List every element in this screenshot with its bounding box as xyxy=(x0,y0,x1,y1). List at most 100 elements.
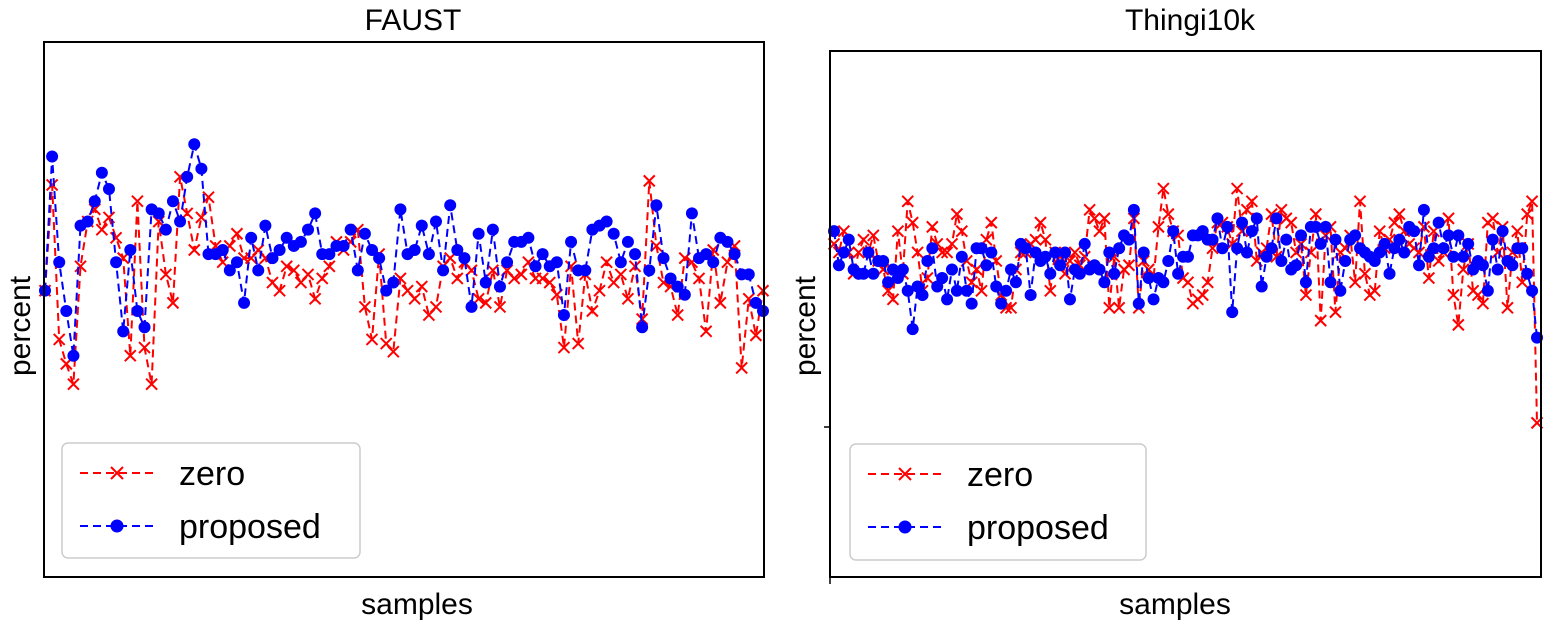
series-proposed xyxy=(828,203,1543,344)
data-point-proposed xyxy=(1383,267,1396,280)
data-point-zero xyxy=(735,361,748,375)
data-point-proposed xyxy=(1122,233,1135,246)
data-point-proposed xyxy=(1240,246,1253,259)
data-point-proposed xyxy=(1275,254,1288,267)
series-line-proposed xyxy=(44,144,764,356)
data-point-proposed xyxy=(700,248,713,261)
data-point-proposed xyxy=(1516,242,1529,255)
data-point-zero xyxy=(287,264,301,277)
data-point-zero xyxy=(628,260,642,273)
data-point-zero xyxy=(45,178,59,192)
data-point-proposed xyxy=(1137,246,1150,259)
data-point-proposed xyxy=(472,227,485,240)
data-point-zero xyxy=(1358,267,1372,280)
data-point-proposed xyxy=(465,300,478,313)
data-point-proposed xyxy=(742,268,755,281)
data-point-zero xyxy=(699,325,713,338)
data-point-proposed xyxy=(216,244,229,257)
data-point-zero xyxy=(1442,212,1455,225)
data-point-zero xyxy=(1388,216,1401,229)
data-point-zero xyxy=(1034,216,1047,229)
data-point-proposed xyxy=(1073,267,1086,280)
data-point-proposed xyxy=(415,219,428,232)
data-point-proposed xyxy=(921,254,934,267)
data-point-zero xyxy=(891,224,905,238)
data-point-proposed xyxy=(607,227,620,240)
data-point-proposed xyxy=(394,203,407,216)
data-point-zero xyxy=(1122,259,1136,272)
data-point-proposed xyxy=(550,256,563,269)
legend-label-zero: zero xyxy=(967,456,1033,494)
data-point-proposed xyxy=(1417,203,1430,216)
data-point-zero xyxy=(1098,212,1111,225)
data-point-proposed xyxy=(81,215,94,228)
data-point-proposed xyxy=(1236,216,1249,229)
data-point-zero xyxy=(749,329,763,342)
data-point-proposed xyxy=(1063,293,1076,306)
data-point-zero xyxy=(1240,203,1254,217)
data-point-zero xyxy=(1422,271,1436,285)
data-point-zero xyxy=(985,216,998,229)
legend-box xyxy=(61,442,361,559)
data-point-zero xyxy=(1486,212,1499,225)
data-point-proposed xyxy=(1452,229,1465,242)
data-point-proposed xyxy=(650,199,663,212)
data-point-proposed xyxy=(373,252,386,265)
data-point-proposed xyxy=(721,235,734,248)
data-point-proposed xyxy=(344,223,357,236)
data-point-zero xyxy=(1393,207,1406,221)
data-point-proposed xyxy=(46,150,59,163)
data-point-proposed xyxy=(1098,276,1111,289)
data-point-proposed xyxy=(280,231,293,244)
legend-item-proposed: proposed xyxy=(868,509,1109,547)
data-point-zero xyxy=(921,271,934,285)
data-point-zero xyxy=(515,268,528,281)
data-point-proposed xyxy=(351,264,364,277)
data-point-proposed xyxy=(95,166,108,179)
data-point-zero xyxy=(188,243,201,257)
data-point-proposed xyxy=(1004,263,1017,276)
data-point-zero xyxy=(280,260,293,273)
data-point-proposed xyxy=(67,349,80,362)
data-point-proposed xyxy=(1250,212,1263,225)
chart-title: Thingi10k xyxy=(1125,4,1256,37)
data-point-proposed xyxy=(1181,250,1194,263)
data-point-proposed xyxy=(728,248,741,261)
data-point-zero xyxy=(53,333,66,346)
data-point-proposed xyxy=(1206,233,1219,246)
data-point-proposed xyxy=(975,242,988,255)
data-point-zero xyxy=(1412,246,1426,259)
data-point-proposed xyxy=(358,227,371,240)
data-point-proposed xyxy=(1162,254,1175,267)
data-point-proposed xyxy=(252,264,265,277)
data-point-zero xyxy=(901,195,914,208)
legend-item-zero: zero xyxy=(868,456,1033,494)
data-point-zero xyxy=(507,272,521,285)
data-point-proposed xyxy=(1265,242,1278,255)
data-point-proposed xyxy=(1413,259,1426,272)
data-point-proposed xyxy=(230,256,243,269)
data-point-proposed xyxy=(980,259,993,272)
data-point-proposed xyxy=(493,280,506,293)
data-point-zero xyxy=(1309,207,1322,221)
series-line-zero xyxy=(44,176,764,385)
data-point-proposed xyxy=(458,252,471,265)
data-point-proposed xyxy=(195,162,208,175)
data-point-proposed xyxy=(643,264,656,277)
data-point-zero xyxy=(1304,246,1318,259)
data-point-proposed xyxy=(1216,242,1229,255)
data-point-proposed xyxy=(159,223,172,236)
data-point-proposed xyxy=(882,276,895,289)
data-point-proposed xyxy=(1437,242,1450,255)
data-point-proposed xyxy=(501,256,514,269)
chart-panel-1: FAUST samples percent zero proposed xyxy=(4,4,770,621)
data-point-zero xyxy=(1373,224,1386,238)
data-point-proposed xyxy=(223,264,236,277)
data-point-zero xyxy=(138,341,151,354)
data-point-proposed xyxy=(867,267,880,280)
data-point-zero xyxy=(1088,212,1101,225)
data-point-proposed xyxy=(1496,225,1509,238)
data-point-proposed xyxy=(387,276,400,289)
data-point-zero xyxy=(415,280,428,293)
